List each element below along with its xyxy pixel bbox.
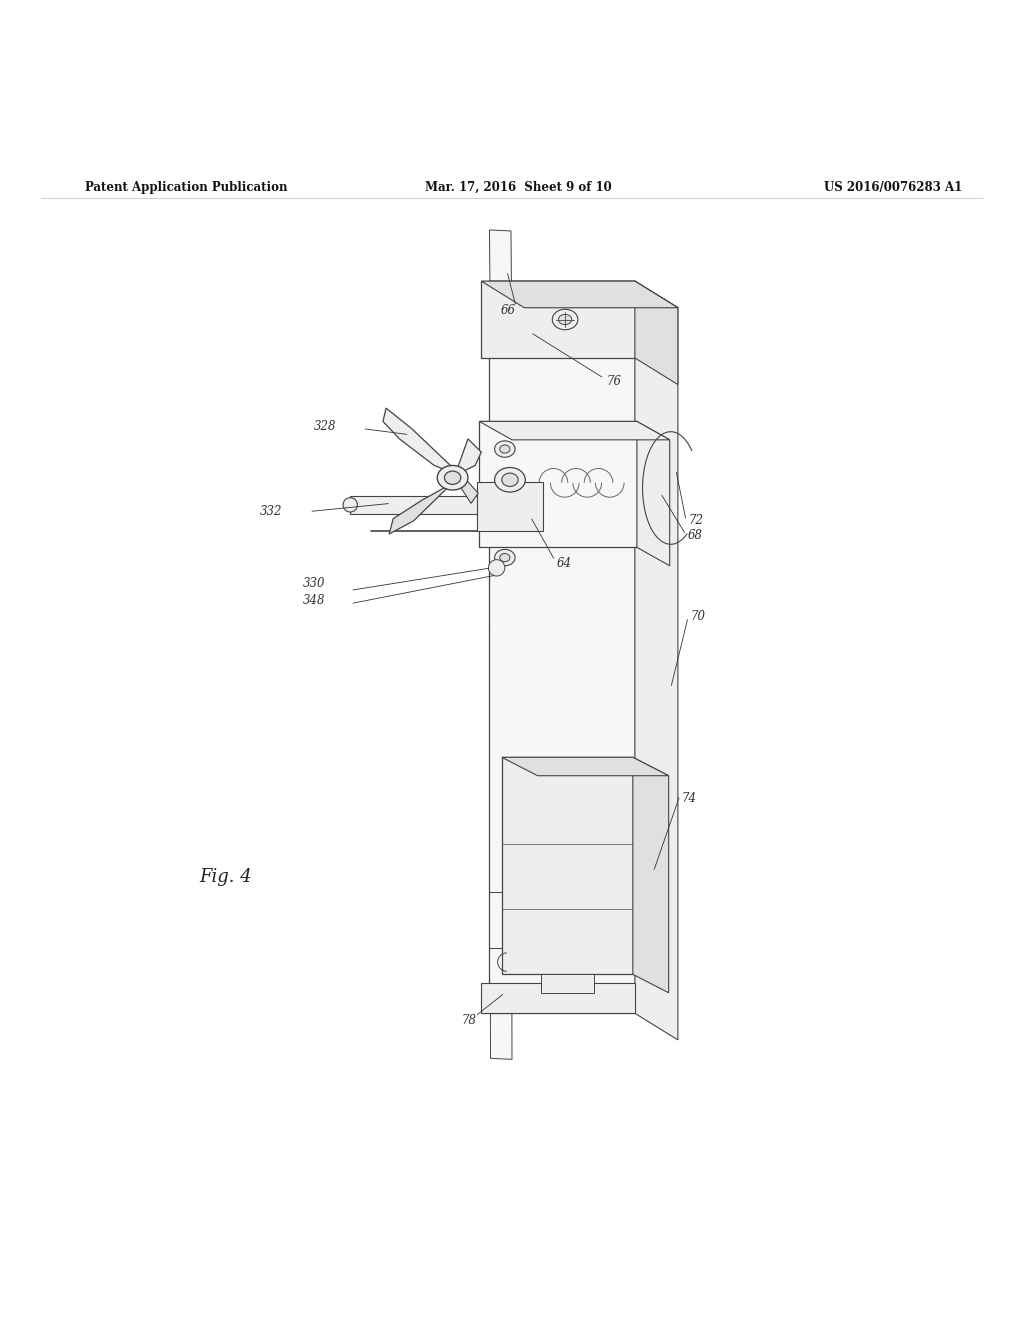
Text: 332: 332	[260, 506, 283, 517]
Polygon shape	[479, 421, 637, 548]
Polygon shape	[635, 281, 678, 384]
Text: 78: 78	[462, 1014, 476, 1027]
Text: 348: 348	[303, 594, 326, 607]
Polygon shape	[541, 974, 594, 993]
Text: 330: 330	[303, 577, 326, 590]
Ellipse shape	[343, 498, 357, 512]
Polygon shape	[635, 281, 678, 1040]
Text: 328: 328	[313, 420, 336, 433]
Polygon shape	[481, 281, 678, 308]
Polygon shape	[489, 624, 512, 1060]
Polygon shape	[481, 982, 635, 1014]
Polygon shape	[481, 281, 635, 358]
Ellipse shape	[488, 560, 505, 576]
Polygon shape	[489, 281, 635, 1014]
Polygon shape	[502, 758, 669, 776]
Ellipse shape	[502, 473, 518, 487]
Ellipse shape	[500, 445, 510, 453]
Polygon shape	[350, 496, 494, 513]
Ellipse shape	[437, 466, 468, 490]
Text: Fig. 4: Fig. 4	[200, 869, 253, 886]
Ellipse shape	[495, 441, 515, 457]
Polygon shape	[637, 421, 670, 566]
Ellipse shape	[444, 471, 461, 484]
Ellipse shape	[500, 553, 510, 562]
Polygon shape	[479, 421, 670, 440]
Text: 66: 66	[501, 305, 515, 317]
Text: 74: 74	[682, 792, 697, 805]
Text: 72: 72	[688, 515, 703, 527]
Ellipse shape	[552, 309, 578, 330]
Text: US 2016/0076283 A1: US 2016/0076283 A1	[824, 181, 963, 194]
Text: 68: 68	[688, 528, 703, 541]
Polygon shape	[477, 482, 543, 531]
Polygon shape	[502, 758, 633, 974]
Text: 76: 76	[606, 375, 622, 388]
Ellipse shape	[558, 314, 571, 325]
Polygon shape	[458, 482, 478, 503]
Polygon shape	[389, 483, 453, 535]
Polygon shape	[383, 408, 453, 473]
Text: 70: 70	[690, 610, 706, 623]
Polygon shape	[489, 281, 678, 308]
Text: 64: 64	[557, 557, 572, 570]
Ellipse shape	[495, 549, 515, 566]
Polygon shape	[458, 438, 481, 473]
Polygon shape	[633, 758, 669, 993]
Ellipse shape	[495, 467, 525, 492]
Polygon shape	[489, 230, 512, 352]
Text: Mar. 17, 2016  Sheet 9 of 10: Mar. 17, 2016 Sheet 9 of 10	[425, 181, 611, 194]
Text: Patent Application Publication: Patent Application Publication	[85, 181, 288, 194]
